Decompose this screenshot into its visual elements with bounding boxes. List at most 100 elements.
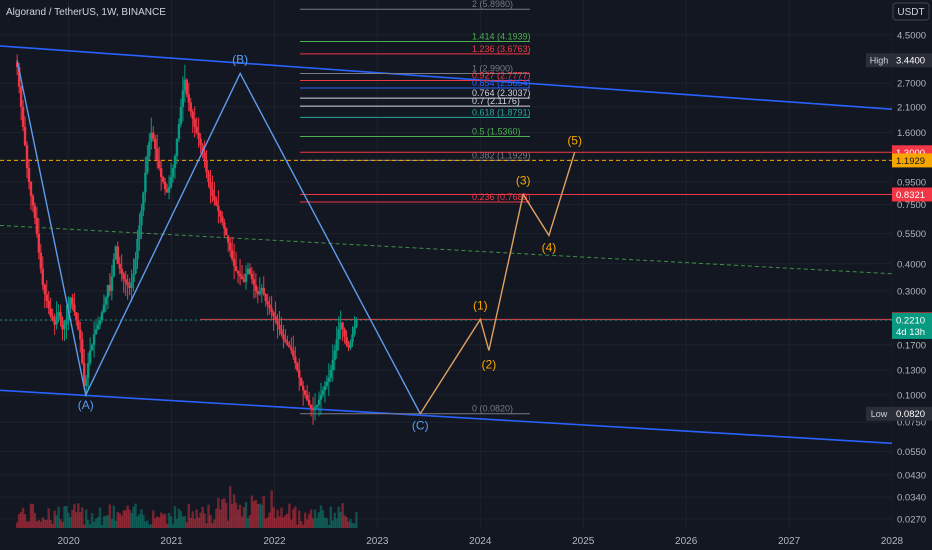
candle-body — [284, 339, 287, 343]
candle — [110, 264, 114, 301]
price-tag-name-bg — [866, 53, 892, 68]
wave-lines[interactable] — [16, 60, 576, 415]
candle-body — [120, 268, 123, 274]
volume-bar — [250, 495, 254, 528]
candle — [234, 251, 238, 272]
volume-bar — [301, 524, 305, 528]
candle — [355, 317, 358, 329]
candle-body — [264, 294, 267, 301]
candle-body — [276, 320, 279, 325]
candle-body — [355, 319, 358, 328]
x-tick-label: 2023 — [366, 536, 389, 547]
candle — [181, 76, 185, 122]
candle-body — [130, 282, 133, 288]
volume-bar — [35, 521, 39, 528]
price-tag: 0.8321 — [892, 187, 932, 202]
channel-line[interactable] — [0, 389, 893, 445]
candle — [120, 254, 123, 282]
candle-body — [69, 297, 72, 309]
candle — [260, 284, 263, 303]
impulse-wave-label: (1) — [473, 298, 488, 312]
candle — [191, 108, 194, 133]
candle-body — [49, 308, 52, 317]
volume-bar — [23, 514, 27, 528]
candle-body — [337, 329, 340, 340]
channel-lines[interactable] — [0, 45, 893, 445]
price-tag-value: 0.8321 — [896, 190, 925, 201]
candle-body — [53, 320, 56, 325]
candle — [83, 348, 86, 390]
candle-body — [240, 276, 244, 280]
candle — [144, 156, 147, 203]
abc-wave-path[interactable] — [16, 60, 421, 415]
candle-body — [81, 339, 84, 364]
volume-bar — [203, 513, 206, 528]
candle-body — [238, 273, 242, 277]
candle — [207, 170, 210, 188]
candle-body — [47, 300, 50, 309]
candle — [104, 295, 108, 312]
volume-bar — [189, 517, 192, 528]
channel-midline[interactable] — [0, 224, 893, 275]
candle-body — [183, 79, 187, 91]
channel-line[interactable] — [0, 45, 893, 110]
candle — [94, 321, 98, 335]
candle — [252, 270, 256, 299]
candle — [96, 316, 100, 331]
candle-body — [169, 177, 173, 188]
candle-body — [167, 187, 171, 193]
candle-body — [205, 159, 208, 173]
volume-bar — [161, 514, 165, 528]
price-tag-value: 1.3000 — [896, 148, 925, 159]
impulse-wave-path[interactable] — [419, 152, 576, 415]
volume-bar — [296, 524, 299, 528]
x-tick-label: 2025 — [572, 536, 595, 547]
volume-bar — [317, 512, 321, 528]
candle — [215, 196, 218, 207]
grid-lines — [0, 0, 893, 530]
volume-bar — [128, 509, 131, 528]
candle — [219, 209, 222, 224]
candle-body — [309, 404, 313, 409]
candle-body — [325, 381, 329, 386]
volume-bar — [98, 507, 102, 528]
volume-bar — [73, 503, 76, 528]
candle — [258, 277, 261, 296]
volume-bar — [305, 519, 309, 528]
candle-body — [219, 210, 222, 217]
currency-badge[interactable] — [892, 2, 930, 21]
candle — [240, 265, 244, 280]
volume-bar — [309, 509, 313, 528]
candle — [25, 141, 29, 179]
impulse-wave-label: (3) — [516, 173, 531, 187]
volume-bar — [327, 524, 331, 528]
candle — [136, 229, 139, 269]
candle — [221, 211, 224, 226]
candle — [65, 305, 68, 339]
time-axis[interactable]: 2020 2021 2022 2023 2024 2025 2026 2027 2028 — [57, 536, 903, 547]
candle — [81, 331, 84, 365]
candle-body — [146, 155, 149, 173]
candle — [203, 140, 206, 168]
candle-body — [201, 145, 204, 153]
volume-bar — [69, 517, 72, 528]
candle — [246, 262, 250, 275]
candle — [163, 177, 167, 196]
candle — [236, 270, 240, 284]
volume-bar — [319, 505, 323, 528]
candle — [45, 280, 48, 308]
candle — [175, 138, 179, 164]
volume-bar — [41, 517, 44, 528]
candle — [351, 326, 354, 347]
candle — [262, 276, 265, 296]
candle-body — [128, 284, 131, 288]
price-axis[interactable]: 4.50002.70002.10001.60001.20000.95000.75… — [897, 30, 926, 525]
volume-bar — [234, 502, 238, 528]
candle — [347, 340, 350, 352]
candle — [286, 335, 289, 347]
candle-body — [227, 235, 230, 243]
fibonacci-levels[interactable]: 2 (5.8980) 1.414 (4.1939) 1.236 (3.6763) 1 … — [0, 0, 892, 415]
volume-bar — [144, 521, 147, 528]
candle-body — [159, 168, 163, 178]
